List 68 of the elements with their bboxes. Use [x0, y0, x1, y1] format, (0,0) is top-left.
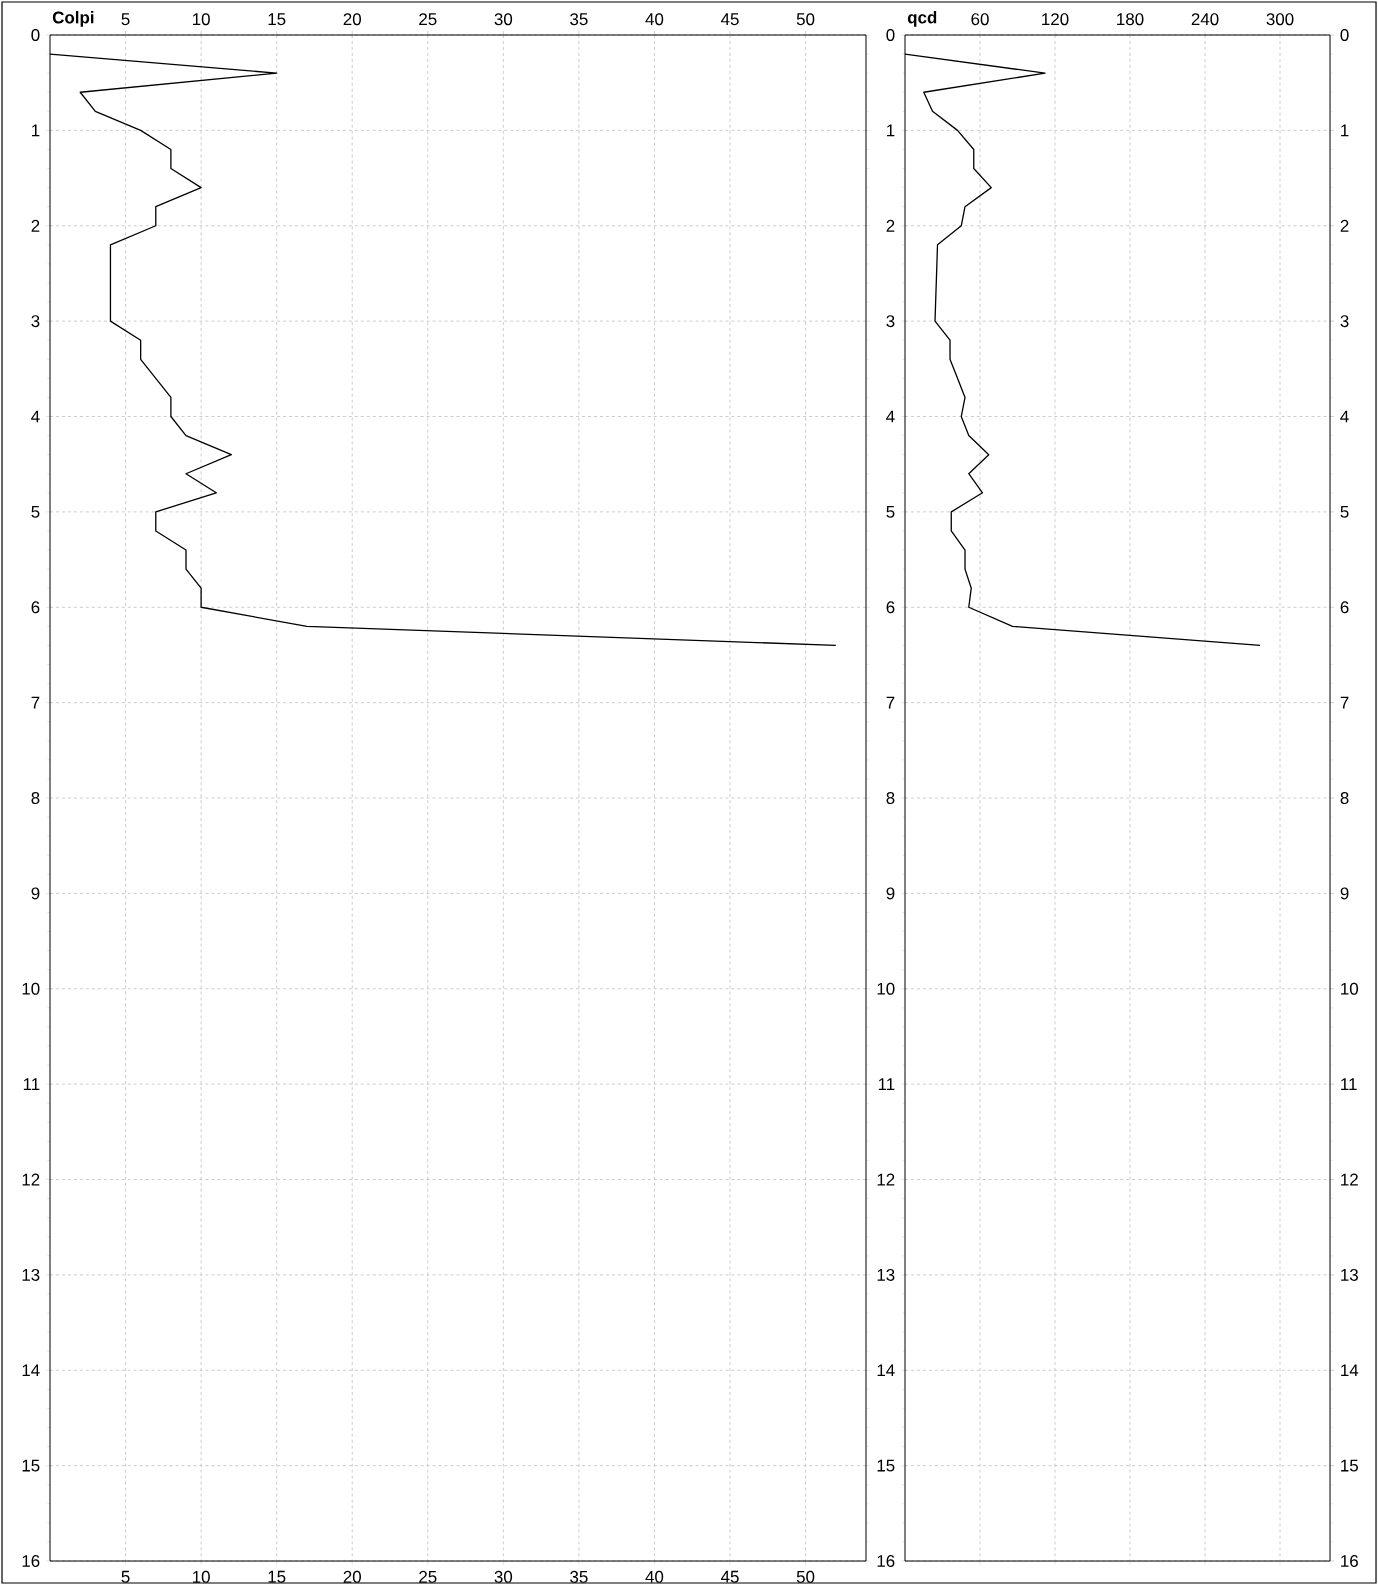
- y2-tick-label: 3: [1340, 315, 1349, 328]
- y2-tick-label: 16: [1341, 1555, 1358, 1568]
- y-tick-label: 10: [877, 982, 895, 995]
- x-tick-label: 5: [121, 1570, 130, 1583]
- y-tick-label: 1: [32, 124, 40, 137]
- chart-title: Colpi: [52, 11, 94, 27]
- y-tick-label: 16: [22, 1555, 40, 1568]
- y-tick-label: 3: [886, 315, 895, 328]
- y-tick-label: 15: [22, 1459, 40, 1472]
- y-tick-label: 7: [886, 696, 895, 709]
- y2-tick-label: 4: [1340, 410, 1349, 423]
- y-tick-label: 10: [22, 982, 40, 995]
- y-tick-label: 9: [31, 887, 40, 900]
- y-tick-label: 8: [31, 792, 40, 805]
- y2-tick-label: 11: [1341, 1078, 1357, 1090]
- y-tick-label: 8: [886, 792, 895, 805]
- x-tick-label: 35: [570, 1570, 588, 1583]
- x-tick-label: 120: [1042, 13, 1069, 26]
- x-tick-label: 30: [494, 1570, 513, 1583]
- y-tick-label: 6: [886, 601, 895, 614]
- x-tick-label: 50: [796, 1570, 815, 1583]
- y-tick-label: 6: [31, 601, 40, 614]
- x-tick-label: 45: [720, 1570, 739, 1583]
- y-tick-label: 3: [31, 315, 40, 328]
- y-tick-label: 5: [886, 505, 895, 518]
- y-tick-label: 5: [31, 505, 40, 518]
- y-tick-label: 0: [886, 29, 895, 42]
- y2-tick-label: 8: [1340, 792, 1349, 805]
- y-tick-label: 16: [877, 1555, 895, 1568]
- y-tick-label: 12: [22, 1173, 40, 1186]
- x-tick-label: 40: [645, 1570, 664, 1583]
- y2-tick-label: 1: [1341, 124, 1349, 137]
- x-tick-label: 25: [419, 1570, 437, 1583]
- y-tick-label: 14: [877, 1364, 895, 1377]
- y-tick-label: 0: [31, 29, 40, 42]
- y-tick-label: 11: [23, 1078, 40, 1090]
- x-tick-label: 20: [343, 1570, 361, 1583]
- y-tick-label: 4: [886, 410, 895, 423]
- y-tick-label: 2: [886, 219, 895, 232]
- y2-tick-label: 13: [1341, 1268, 1358, 1281]
- y2-tick-label: 14: [1341, 1364, 1359, 1377]
- y2-tick-label: 15: [1341, 1459, 1358, 1472]
- y-tick-label: 4: [31, 410, 40, 423]
- x-tick-label: 180: [1117, 13, 1144, 26]
- x-tick-label: 15: [268, 1570, 286, 1583]
- x-tick-label: 300: [1266, 13, 1294, 26]
- y2-tick-label: 7: [1340, 696, 1349, 709]
- y2-tick-label: 10: [1341, 982, 1359, 995]
- y2-tick-label: 9: [1340, 887, 1349, 900]
- y2-tick-label: 12: [1341, 1173, 1358, 1186]
- chart-title: qcd: [907, 11, 937, 27]
- x-tick-label: 10: [192, 1570, 210, 1583]
- y2-tick-label: 6: [1340, 601, 1349, 614]
- y-tick-label: 12: [877, 1173, 895, 1186]
- y2-tick-label: 0: [1340, 29, 1349, 42]
- y-tick-label: 2: [31, 219, 40, 232]
- y-tick-label: 7: [31, 696, 40, 709]
- y-tick-label: 14: [22, 1364, 40, 1377]
- y-tick-label: 11: [878, 1078, 895, 1090]
- y-tick-label: 13: [22, 1268, 40, 1281]
- x-tick-label: 240: [1191, 13, 1219, 26]
- y-tick-label: 9: [886, 887, 895, 900]
- y2-tick-label: 5: [1340, 505, 1349, 518]
- y2-tick-label: 2: [1340, 219, 1349, 232]
- x-tick-label: 60: [971, 13, 989, 26]
- y-tick-label: 1: [887, 124, 895, 137]
- y-tick-label: 15: [877, 1459, 895, 1472]
- y-tick-label: 13: [877, 1268, 895, 1281]
